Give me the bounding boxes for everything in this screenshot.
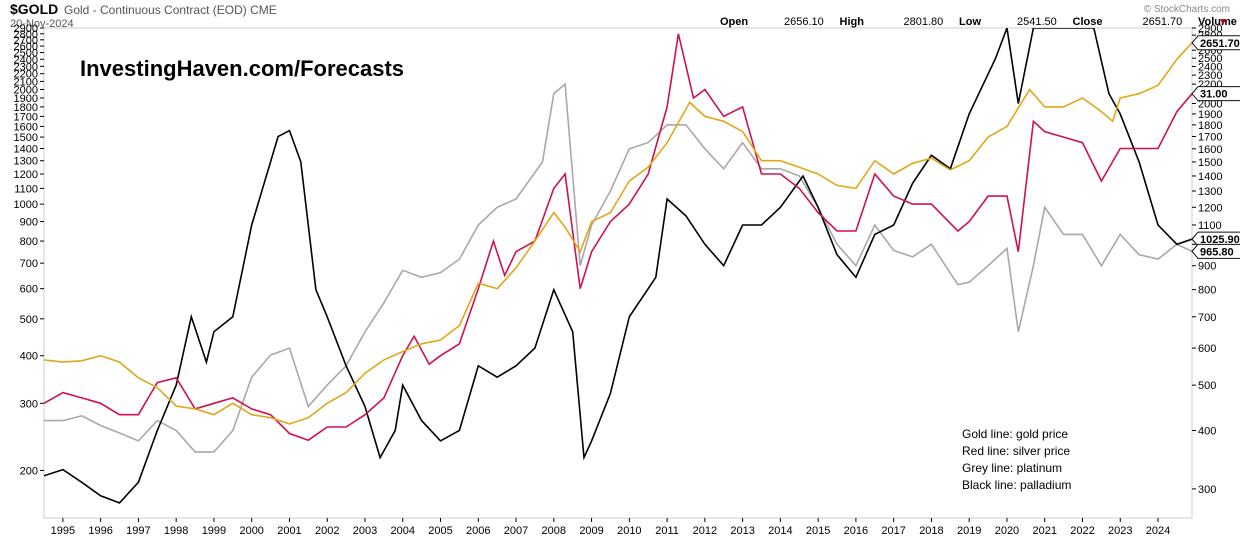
svg-text:500: 500 (1198, 380, 1216, 392)
svg-text:2018: 2018 (919, 525, 943, 537)
svg-text:2004: 2004 (391, 525, 415, 537)
svg-text:2023: 2023 (1108, 525, 1132, 537)
legend-line: Grey line: platinum (962, 461, 1062, 475)
svg-text:300: 300 (1198, 484, 1216, 496)
svg-text:965.80: 965.80 (1200, 246, 1234, 258)
svg-text:2014: 2014 (768, 525, 792, 537)
svg-text:2021: 2021 (1032, 525, 1056, 537)
price-chart: $GOLD Gold - Continuous Contract (EOD) CM… (0, 0, 1240, 546)
svg-text:2006: 2006 (466, 525, 490, 537)
ticker-symbol: $GOLD (10, 1, 58, 17)
svg-text:600: 600 (1198, 343, 1216, 355)
price-tag-platinum: 965.80 (1192, 244, 1240, 258)
legend-line: Gold line: gold price (962, 427, 1068, 441)
svg-text:900: 900 (20, 217, 38, 229)
ohlc-label: Low (959, 16, 981, 28)
svg-text:1100: 1100 (1198, 220, 1222, 232)
svg-text:500: 500 (20, 314, 38, 326)
svg-text:2005: 2005 (428, 525, 452, 537)
svg-text:700: 700 (1198, 312, 1216, 324)
svg-text:2900: 2900 (14, 23, 38, 35)
svg-text:400: 400 (20, 351, 38, 363)
svg-text:1400: 1400 (1198, 171, 1222, 183)
svg-text:1999: 1999 (202, 525, 226, 537)
svg-text:1995: 1995 (51, 525, 75, 537)
svg-text:1200: 1200 (1198, 202, 1222, 214)
svg-text:1700: 1700 (1198, 132, 1222, 144)
ohlc-value: 2541.50 (1017, 16, 1057, 28)
legend-line: Red line: silver price (962, 444, 1070, 458)
svg-text:2016: 2016 (844, 525, 868, 537)
svg-text:200: 200 (20, 465, 38, 477)
ohlc-value: 2801.80 (904, 16, 944, 28)
svg-text:2008: 2008 (542, 525, 566, 537)
svg-text:2011: 2011 (655, 525, 679, 537)
svg-text:2000: 2000 (239, 525, 263, 537)
x-axis: 1995 1996 1997 1998 1999 2000 2001 2002 2003 2004… (51, 518, 1171, 537)
svg-text:1300: 1300 (14, 156, 38, 168)
svg-text:31.00: 31.00 (1200, 89, 1228, 101)
svg-text:600: 600 (20, 284, 38, 296)
price-tag-silver: 31.00 (1192, 87, 1240, 101)
attribution: © StockCharts.com (1144, 4, 1230, 15)
svg-text:800: 800 (20, 236, 38, 248)
legend-line: Black line: palladium (962, 478, 1071, 492)
svg-text:2015: 2015 (806, 525, 830, 537)
svg-text:2013: 2013 (730, 525, 754, 537)
svg-text:300: 300 (20, 398, 38, 410)
svg-text:1998: 1998 (164, 525, 188, 537)
price-tag-gold: 2651.70 (1192, 36, 1240, 50)
ticker-description: Gold - Continuous Contract (EOD) CME (64, 3, 277, 17)
watermark-text: InvestingHaven.com/Forecasts (80, 56, 404, 81)
svg-text:2020: 2020 (995, 525, 1019, 537)
svg-text:1997: 1997 (126, 525, 150, 537)
svg-text:1300: 1300 (1198, 186, 1222, 198)
svg-text:1600: 1600 (1198, 144, 1222, 156)
svg-text:400: 400 (1198, 425, 1216, 437)
ohlc-value: 2656.10 (784, 16, 824, 28)
svg-text:1200: 1200 (14, 169, 38, 181)
svg-text:2019: 2019 (957, 525, 981, 537)
svg-text:1800: 1800 (1198, 120, 1222, 132)
svg-text:1000: 1000 (14, 199, 38, 211)
svg-text:1400: 1400 (14, 143, 38, 155)
svg-text:2002: 2002 (315, 525, 339, 537)
ohlc-value: 2651.70 (1143, 16, 1183, 28)
svg-text:800: 800 (1198, 285, 1216, 297)
svg-text:2900: 2900 (1198, 23, 1222, 35)
svg-text:1100: 1100 (14, 183, 38, 195)
svg-text:1500: 1500 (1198, 157, 1222, 169)
svg-text:700: 700 (20, 258, 38, 270)
svg-text:2022: 2022 (1070, 525, 1094, 537)
svg-text:1500: 1500 (14, 132, 38, 144)
svg-text:1900: 1900 (1198, 109, 1222, 121)
svg-text:2007: 2007 (504, 525, 528, 537)
ohlc-label: Close (1073, 16, 1103, 28)
svg-text:1996: 1996 (88, 525, 112, 537)
svg-text:2651.70: 2651.70 (1200, 38, 1240, 50)
svg-text:2001: 2001 (277, 525, 301, 537)
svg-text:2009: 2009 (579, 525, 603, 537)
svg-text:2017: 2017 (881, 525, 905, 537)
svg-text:2024: 2024 (1146, 525, 1170, 537)
svg-text:2010: 2010 (617, 525, 641, 537)
ohlc-label: High (840, 16, 865, 28)
ohlc-label: Open (720, 16, 748, 28)
svg-text:2012: 2012 (693, 525, 717, 537)
y-axis-left: 200 300 400 500 600 700 800 900 1000 1100 12001300… (14, 23, 44, 477)
svg-text:2003: 2003 (353, 525, 377, 537)
svg-text:900: 900 (1198, 261, 1216, 273)
